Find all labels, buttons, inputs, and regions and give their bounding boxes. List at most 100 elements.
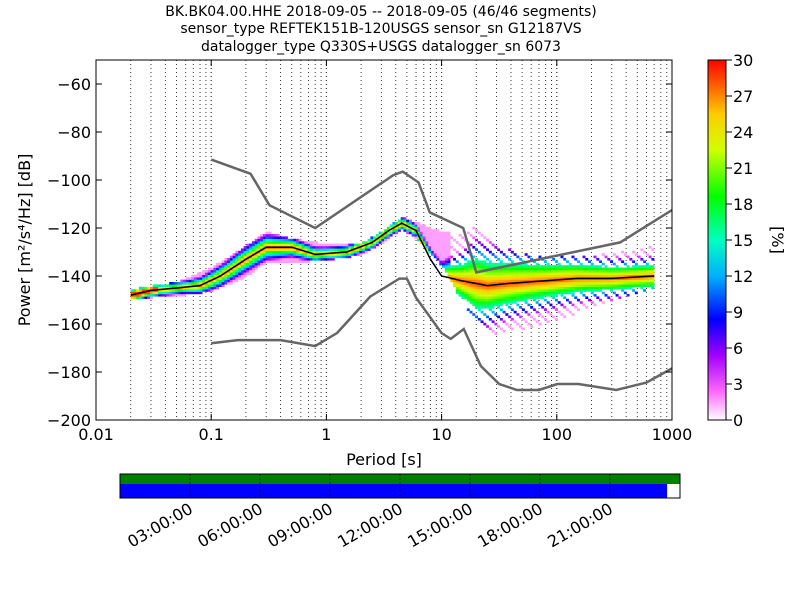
psd-cell: [524, 301, 528, 304]
psd-cell: [149, 286, 153, 290]
psd-cell: [282, 250, 286, 254]
psd-cell: [477, 308, 481, 311]
psd-cell: [510, 289, 514, 292]
psd-cell: [174, 291, 178, 295]
psd-cell: [588, 265, 591, 268]
psd-cell: [552, 267, 556, 271]
psd-cell: [433, 243, 437, 247]
psd-cell: [348, 248, 352, 251]
psd-cell: [455, 277, 459, 280]
psd-cell: [160, 286, 164, 290]
psd-cell: [273, 258, 277, 261]
psd-cell: [508, 262, 512, 266]
psd-cell: [447, 270, 451, 273]
psd-cell: [640, 258, 644, 261]
psd-cell: [433, 250, 437, 254]
psd-cell: [461, 286, 465, 290]
psd-histogram: [130, 217, 655, 335]
psd-cell: [571, 313, 575, 316]
psd-cell: [527, 322, 531, 326]
psd-cell: [298, 238, 302, 242]
psd-cell: [425, 234, 429, 237]
psd-cell: [612, 279, 616, 283]
psd-cell: [461, 277, 465, 280]
psd-cell: [565, 284, 569, 287]
psd-cell: [563, 286, 567, 290]
psd-cell: [549, 272, 553, 275]
psd-cell: [315, 255, 319, 259]
psd-cell: [439, 262, 443, 266]
psd-cell: [301, 260, 305, 263]
psd-cell: [480, 301, 484, 304]
psd-cell: [210, 270, 214, 273]
psd-cell: [541, 294, 545, 297]
psd-cell: [486, 315, 490, 319]
psd-cell: [353, 246, 357, 249]
psd-cell: [618, 282, 622, 285]
psd-cell: [472, 274, 476, 278]
psd-cell: [428, 231, 432, 235]
psd-cell: [213, 267, 217, 271]
psd-cell: [527, 291, 531, 295]
psd-cell: [568, 284, 572, 287]
psd-cell: [549, 267, 553, 271]
psd-cell: [563, 267, 567, 271]
psd-cell: [524, 310, 528, 314]
psd-cell: [637, 277, 641, 280]
psd-cell: [414, 236, 418, 239]
psd-cell: [185, 289, 189, 292]
psd-cell: [183, 286, 186, 290]
psd-cell: [301, 255, 305, 259]
psd-cell: [483, 296, 487, 299]
psd-cell: [626, 274, 630, 278]
psd-cell: [574, 296, 578, 299]
psd-cell: [439, 238, 443, 242]
psd-cell: [491, 262, 495, 266]
psd-cell: [279, 241, 283, 244]
psd-cell: [585, 279, 589, 283]
psd-cell: [618, 272, 622, 275]
psd-cell: [488, 265, 492, 268]
psd-cell: [406, 231, 410, 235]
psd-cell: [160, 284, 164, 287]
psd-cell: [205, 284, 209, 287]
psd-cell: [417, 222, 421, 225]
psd-cell: [588, 274, 591, 278]
psd-cell: [227, 279, 231, 283]
psd-cell: [618, 274, 622, 278]
psd-cell: [599, 284, 603, 287]
psd-cell: [574, 279, 578, 283]
psd-cell: [486, 282, 490, 285]
psd-cell: [444, 234, 448, 237]
psd-cell: [312, 250, 316, 254]
psd-cell: [469, 284, 473, 287]
psd-cell: [290, 255, 294, 259]
psd-cell: [607, 270, 611, 273]
psd-cell: [554, 260, 558, 263]
y-tick-label: −140: [47, 267, 91, 286]
psd-cell: [593, 303, 597, 307]
psd-cell: [342, 255, 346, 259]
psd-cell: [477, 274, 481, 278]
psd-cell: [494, 246, 498, 249]
psd-cell: [295, 238, 299, 242]
psd-cell: [538, 313, 542, 316]
x-axis-ticks: 0.01 0.1 1 10 100 1000: [78, 60, 692, 444]
psd-cell: [207, 277, 211, 280]
psd-cell: [243, 260, 247, 263]
psd-cell: [466, 286, 470, 290]
high-noise-model-line: [210, 158, 672, 274]
psd-cell: [483, 303, 487, 307]
psd-cell: [210, 272, 214, 275]
psd-cell: [618, 270, 622, 273]
psd-cell: [579, 272, 583, 275]
psd-cell: [483, 265, 487, 268]
psd-cell: [560, 282, 564, 285]
psd-cell: [320, 246, 324, 249]
psd-cell: [486, 238, 490, 242]
psd-cell: [428, 241, 432, 244]
y-tick-label: −200: [47, 411, 91, 430]
psd-cell: [329, 253, 333, 256]
psd-cell: [574, 265, 578, 268]
psd-cell: [632, 282, 636, 285]
